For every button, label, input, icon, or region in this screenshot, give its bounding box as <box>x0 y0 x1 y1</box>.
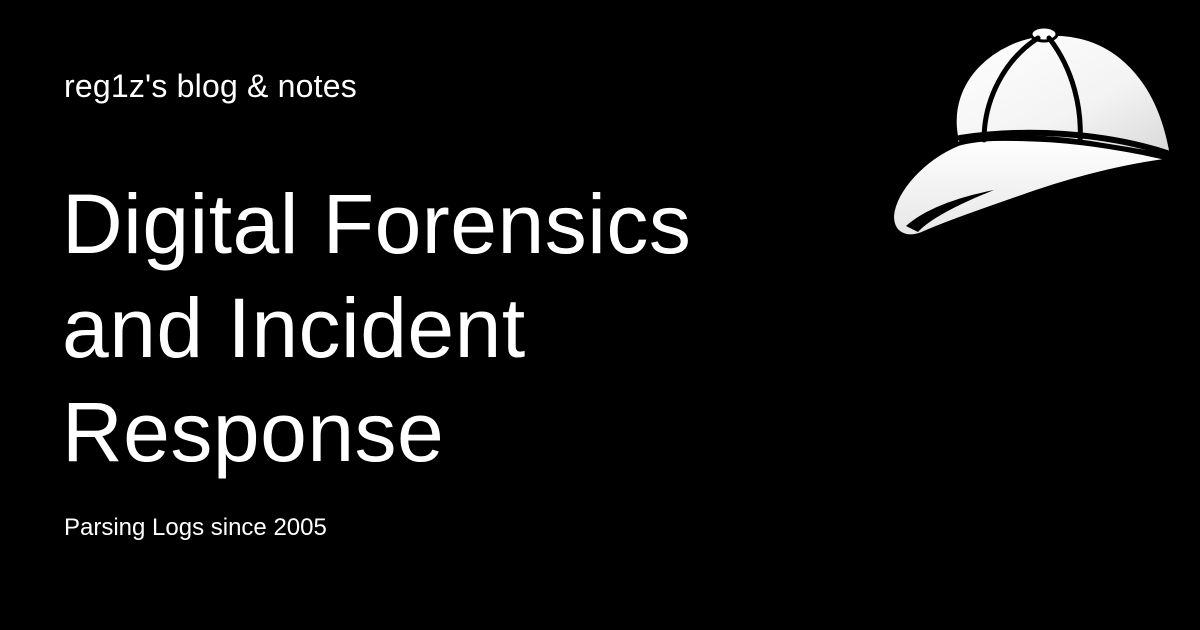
title-line-1: Digital Forensics <box>62 177 692 271</box>
page-title: Digital Forensics and Incident Response <box>62 172 822 484</box>
site-name: reg1z's blog & notes <box>64 68 357 104</box>
tagline: Parsing Logs since 2005 <box>64 514 327 541</box>
title-line-2: and Incident <box>62 281 526 375</box>
baseball-cap-icon <box>890 25 1176 239</box>
title-line-3: Response <box>62 385 445 479</box>
